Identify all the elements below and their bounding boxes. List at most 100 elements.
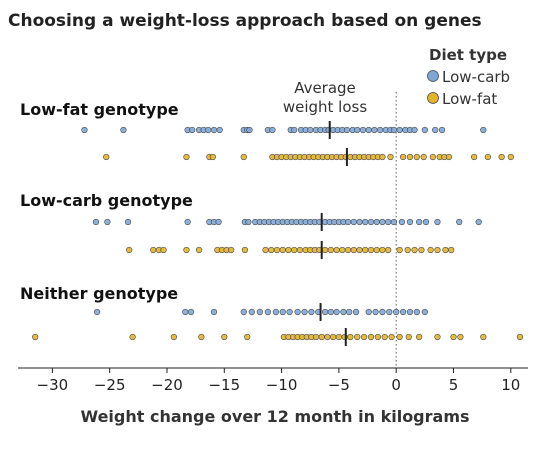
point-group0-low-fat-32 <box>406 153 414 161</box>
point-group2-low-carb-5 <box>248 308 255 316</box>
point-group1-low-fat-9 <box>228 246 235 254</box>
point-group1-low-carb-30 <box>350 218 357 226</box>
group-label-low-carb-genotype: Low-carb genotype <box>20 191 193 210</box>
point-group2-low-carb-27 <box>406 308 414 316</box>
point-group2-low-carb-26 <box>399 308 407 316</box>
point-group0-low-carb-35 <box>390 126 398 134</box>
group-label-neither-genotype: Neither genotype <box>20 284 178 303</box>
point-group1-low-carb-42 <box>434 218 441 226</box>
plot-points <box>32 126 524 341</box>
point-group2-low-carb-6 <box>256 308 263 316</box>
point-group1-low-fat-39 <box>434 246 441 254</box>
point-group0-low-fat-34 <box>420 153 427 161</box>
point-group2-low-carb-2 <box>187 308 195 316</box>
point-group1-low-fat-40 <box>442 246 449 254</box>
point-group0-low-carb-6 <box>205 126 212 134</box>
point-group0-low-fat-31 <box>399 153 407 161</box>
point-group1-low-carb-29 <box>344 218 352 226</box>
point-group1-low-fat-17 <box>296 246 304 254</box>
point-group1-low-carb-35 <box>379 218 386 226</box>
point-group1-low-fat-13 <box>273 246 281 254</box>
point-group2-low-fat-25 <box>388 333 395 341</box>
point-group2-low-carb-28 <box>413 308 420 316</box>
legend-label-low-carb: Low-carb <box>442 68 510 86</box>
legend-label-low-fat: Low-fat <box>442 90 497 108</box>
point-group0-low-carb-32 <box>377 126 384 134</box>
point-group0-low-carb-18 <box>307 126 314 134</box>
point-group2-low-carb-25 <box>393 308 400 316</box>
point-group2-low-carb-16 <box>327 308 334 316</box>
point-group1-low-fat-32 <box>379 246 386 254</box>
point-group0-low-carb-13 <box>269 126 276 134</box>
x-tick-label-7: 5 <box>449 376 459 394</box>
average-weight-loss-annotation: Average weight loss <box>283 79 368 116</box>
point-group1-low-carb-2 <box>124 218 132 226</box>
x-tick-label-1: −25 <box>94 376 126 394</box>
point-group1-low-carb-31 <box>356 218 363 226</box>
point-group0-low-carb-1 <box>120 126 127 134</box>
point-group2-low-fat-3 <box>198 333 205 341</box>
point-group1-low-carb-40 <box>416 218 423 226</box>
point-group2-low-carb-13 <box>308 308 315 316</box>
point-group1-low-fat-27 <box>350 246 357 254</box>
point-group2-low-fat-32 <box>480 333 487 341</box>
point-group0-low-carb-26 <box>343 126 351 134</box>
point-group1-low-fat-23 <box>327 246 334 254</box>
point-group1-low-fat-34 <box>396 246 403 254</box>
point-group1-low-carb-0 <box>92 218 100 226</box>
point-group1-low-carb-36 <box>385 218 392 226</box>
point-group0-low-carb-36 <box>396 126 403 134</box>
point-group2-low-carb-19 <box>346 308 353 316</box>
point-group1-low-fat-37 <box>418 246 425 254</box>
point-group1-low-carb-38 <box>398 218 406 226</box>
point-group2-low-fat-26 <box>396 333 403 341</box>
point-group0-low-carb-7 <box>210 126 218 134</box>
point-group0-low-carb-43 <box>480 126 487 134</box>
point-group1-low-carb-33 <box>367 218 375 226</box>
point-group2-low-fat-20 <box>354 333 361 341</box>
point-group2-low-fat-14 <box>318 333 325 341</box>
point-group1-low-fat-22 <box>322 246 329 254</box>
point-group0-low-fat-40 <box>484 153 491 161</box>
x-tick-label-0: −30 <box>37 376 69 394</box>
point-group2-low-fat-17 <box>335 333 343 341</box>
point-group1-low-carb-8 <box>245 218 252 226</box>
point-group2-low-carb-15 <box>322 308 329 316</box>
point-group2-low-carb-12 <box>301 308 308 316</box>
point-group2-low-fat-15 <box>324 333 331 341</box>
point-group2-low-fat-4 <box>221 333 228 341</box>
point-group2-low-carb-10 <box>286 308 293 316</box>
x-tick-label-8: 10 <box>501 376 520 394</box>
point-group2-low-carb-17 <box>333 308 340 316</box>
point-group2-low-carb-4 <box>240 308 247 316</box>
point-group1-low-carb-44 <box>475 218 482 226</box>
point-group0-low-fat-3 <box>209 153 216 161</box>
point-group1-low-fat-16 <box>291 246 298 254</box>
point-group1-low-fat-10 <box>241 246 249 254</box>
point-group2-low-fat-27 <box>405 333 412 341</box>
point-group1-low-fat-5 <box>195 246 203 254</box>
point-group2-low-carb-3 <box>210 308 218 316</box>
point-group1-low-fat-33 <box>385 246 392 254</box>
point-group0-low-carb-29 <box>359 126 367 134</box>
point-group0-low-carb-42 <box>438 126 446 134</box>
x-axis-title: Weight change over 12 month in kilograms <box>80 407 469 426</box>
point-group1-low-fat-30 <box>367 246 375 254</box>
point-group0-low-fat-41 <box>498 153 505 161</box>
x-tick-label-5: −5 <box>328 376 350 394</box>
point-group0-low-carb-15 <box>291 126 298 134</box>
point-group2-low-fat-2 <box>170 333 177 341</box>
point-group1-low-carb-1 <box>104 218 111 226</box>
point-group2-low-carb-18 <box>340 308 347 316</box>
point-group1-low-carb-32 <box>362 218 369 226</box>
point-group1-low-carb-37 <box>390 218 398 226</box>
point-group1-low-fat-29 <box>362 246 369 254</box>
x-tick-label-6: 0 <box>391 376 401 394</box>
point-group1-low-carb-41 <box>422 218 430 226</box>
point-group2-low-carb-1 <box>182 308 189 316</box>
point-group0-low-carb-28 <box>354 126 361 134</box>
point-group1-low-carb-39 <box>406 218 414 226</box>
point-group2-low-carb-24 <box>386 308 393 316</box>
point-group2-low-fat-16 <box>330 333 337 341</box>
